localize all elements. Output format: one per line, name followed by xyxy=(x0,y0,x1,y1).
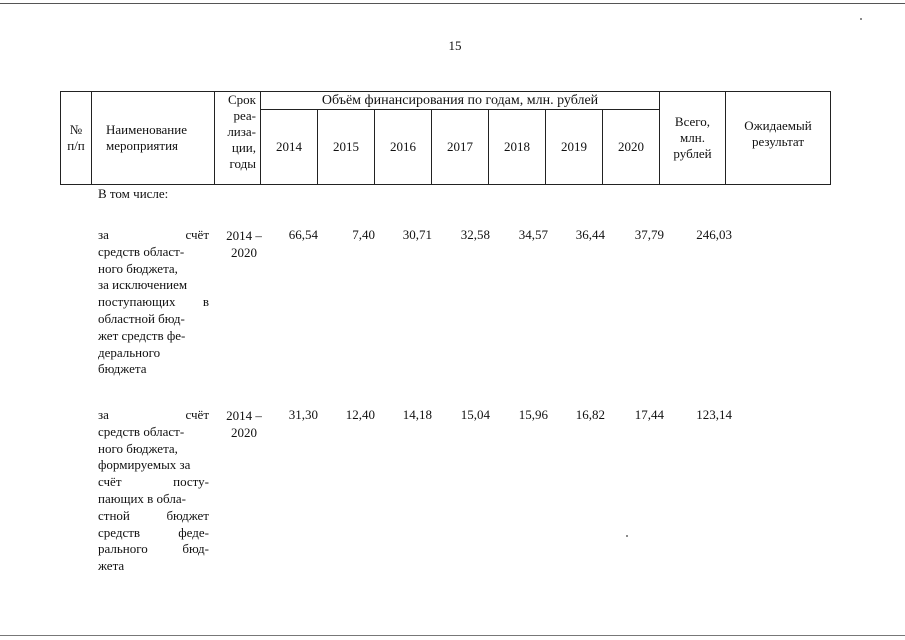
row-name-line: бюджета xyxy=(98,361,147,377)
row-name-line: счёт посту- xyxy=(98,474,209,490)
row-term-line: 2020 xyxy=(231,245,257,260)
row-name-line: поступающих в xyxy=(98,294,209,310)
scan-edge-top xyxy=(0,3,905,4)
row-value-2018: 34,57 xyxy=(518,227,548,242)
header-total-line: Всего, xyxy=(674,114,711,129)
row-name-line: стной бюджет xyxy=(98,507,209,523)
row-name-line: за счёт xyxy=(98,407,209,422)
header-year: 2020 xyxy=(602,109,660,185)
row-value-2016: 30,71 xyxy=(402,227,432,242)
row-value-2016: 14,18 xyxy=(402,407,432,422)
header-number-line: № xyxy=(69,122,83,137)
header-number-cell: № п/п xyxy=(60,91,92,185)
row-name: за счёт средств област- ного бюджета, за… xyxy=(98,227,209,378)
header-year: 2019 xyxy=(545,109,603,185)
row-name-line: средств област- xyxy=(98,243,185,259)
header-total-cell: Всего, млн. рублей xyxy=(659,91,726,185)
scan-edge-bottom xyxy=(0,635,905,636)
row-name-line: за исключением xyxy=(98,277,188,293)
row-value-2019: 16,82 xyxy=(575,407,605,422)
header-year: 2017 xyxy=(431,109,489,185)
row-name-line: средств област- xyxy=(98,423,185,439)
header-year: 2015 xyxy=(317,109,375,185)
header-term-line: лиза- xyxy=(227,124,256,139)
header-name-line: Наименование xyxy=(106,122,187,137)
header-total-line: млн. xyxy=(680,130,705,145)
header-total-line: рублей xyxy=(673,146,712,161)
row-name-line: рального бюд- xyxy=(98,541,209,557)
header-number-line: п/п xyxy=(67,138,85,153)
header-funding-heading: Объём финансирования по годам, млн. рубл… xyxy=(260,91,660,110)
row-term: 2014 – 2020 xyxy=(218,407,270,441)
row-term-line: 2020 xyxy=(231,425,257,440)
header-result-cell: Ожидаемый результат xyxy=(725,91,831,185)
row-value-2018: 15,96 xyxy=(518,407,548,422)
header-name-cell: Наименование мероприятия xyxy=(91,91,215,185)
row-name-line: ного бюджета, xyxy=(98,440,178,456)
row-term: 2014 – 2020 xyxy=(218,227,270,261)
scan-speck xyxy=(626,535,628,537)
subheading: В том числе: xyxy=(98,186,169,201)
row-value-2019: 36,44 xyxy=(575,227,605,242)
row-value-2015: 12,40 xyxy=(345,407,375,422)
header-term-line: ции, xyxy=(231,140,256,155)
row-name-line: формируемых за xyxy=(98,457,191,473)
page-number: 15 xyxy=(448,38,462,53)
row-term-line: 2014 – xyxy=(226,408,262,423)
row-name-line: жета xyxy=(98,558,125,574)
header-term-line: годы xyxy=(229,156,256,171)
row-name-line: жет средств фе- xyxy=(98,327,186,343)
row-value-2020: 37,79 xyxy=(634,227,664,242)
row-value-2014: 66,54 xyxy=(288,227,318,242)
row-term-line: 2014 – xyxy=(226,228,262,243)
scan-speck xyxy=(860,18,862,20)
header-year: 2018 xyxy=(488,109,546,185)
row-name-line: ного бюджета, xyxy=(98,260,178,276)
row-total: 123,14 xyxy=(696,407,732,422)
row-total: 246,03 xyxy=(696,227,732,242)
header-name-line: мероприятия xyxy=(106,138,179,153)
header-result-line: Ожидаемый xyxy=(744,118,812,133)
row-name-line: пающих в обла- xyxy=(98,490,186,506)
row-value-2020: 17,44 xyxy=(634,407,664,422)
row-name-line: дерального xyxy=(98,344,161,360)
header-term-line: реа- xyxy=(233,108,256,123)
table-header: № п/п Наименование мероприятия Срок реа-… xyxy=(60,91,831,185)
row-name: за счёт средств област- ного бюджета, фо… xyxy=(98,407,209,575)
row-name-line: за счёт xyxy=(98,227,209,242)
row-name-line: средств феде- xyxy=(98,524,209,540)
header-term-cell: Срок реа- лиза- ции, годы xyxy=(214,91,261,185)
row-value-2017: 15,04 xyxy=(460,407,490,422)
row-name-line: областной бюд- xyxy=(98,310,185,326)
header-result-line: результат xyxy=(751,134,805,149)
row-value-2017: 32,58 xyxy=(460,227,490,242)
row-value-2014: 31,30 xyxy=(288,407,318,422)
header-term-line: Срок xyxy=(228,92,256,107)
header-year: 2016 xyxy=(374,109,432,185)
row-value-2015: 7,40 xyxy=(352,227,375,242)
header-year: 2014 xyxy=(260,109,318,185)
